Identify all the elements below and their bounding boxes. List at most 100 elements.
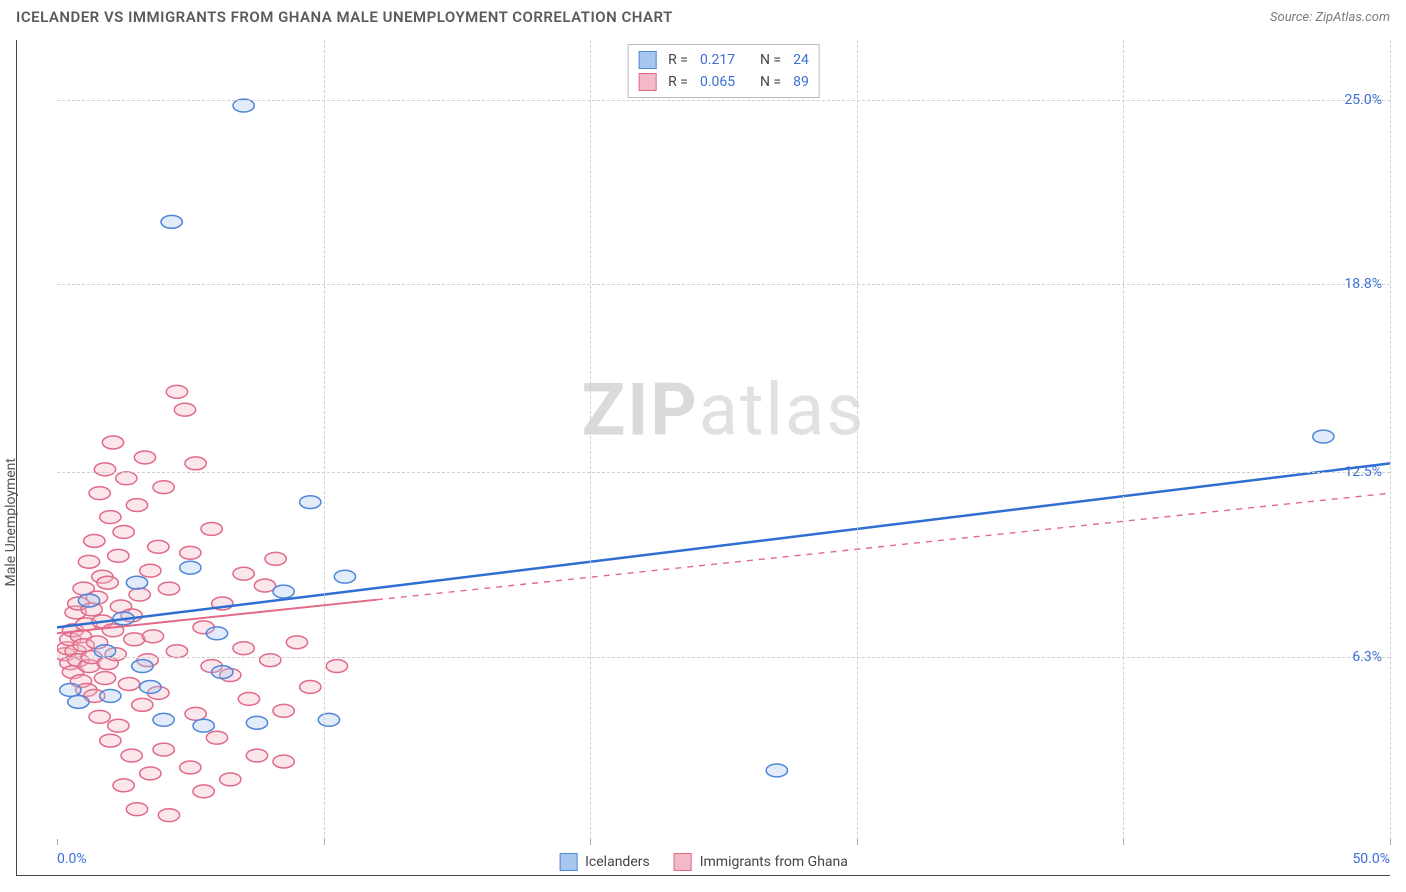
ghana-point — [118, 678, 139, 691]
icelanders-point — [212, 666, 233, 679]
x-tick — [57, 839, 58, 845]
legend-n-value: 24 — [793, 49, 809, 71]
ghana-point — [89, 710, 110, 723]
ghana-point — [326, 660, 347, 673]
icelanders-point — [193, 719, 214, 732]
icelanders-point — [132, 660, 153, 673]
y-tick-label: 25.0% — [1344, 92, 1382, 108]
legend-swatch — [559, 853, 577, 871]
legend-n-value: 89 — [793, 71, 809, 93]
icelanders-point — [180, 561, 201, 574]
ghana-point — [94, 463, 115, 476]
icelanders-point — [233, 99, 254, 112]
legend-r-label: R = — [668, 71, 688, 93]
ghana-point — [124, 633, 145, 646]
ghana-point — [273, 704, 294, 717]
icelanders-point — [78, 594, 99, 607]
icelanders-point — [153, 713, 174, 726]
ghana-point — [238, 692, 259, 705]
correlation-legend: R =0.217N =24R =0.065N =89 — [627, 44, 820, 98]
ghana-point — [113, 779, 134, 792]
icelanders-point — [766, 764, 787, 777]
x-tick — [1390, 839, 1391, 845]
y-tick-label: 18.8% — [1344, 276, 1382, 292]
ghana-point — [116, 472, 137, 485]
y-tick-label: 12.5% — [1344, 464, 1382, 480]
ghana-point — [97, 576, 118, 589]
icelanders-point — [1313, 430, 1334, 443]
legend-r-label: R = — [668, 49, 688, 71]
ghana-point — [286, 636, 307, 649]
ghana-point — [140, 767, 161, 780]
ghana-point — [142, 630, 163, 643]
ghana-point — [113, 526, 134, 539]
ghana-point — [180, 546, 201, 559]
icelanders-point — [161, 215, 182, 228]
gridline-v — [324, 40, 325, 845]
ghana-point — [126, 499, 147, 512]
gridline-v — [590, 40, 591, 845]
ghana-point — [100, 511, 121, 524]
legend-series-label: Icelanders — [585, 854, 650, 870]
legend-item-ghana: Immigrants from Ghana — [674, 853, 848, 871]
chart-container: Male Unemployment ZIPatlas R =0.217N =24… — [16, 40, 1390, 876]
legend-n-label: N = — [760, 49, 781, 71]
legend-n-label: N = — [760, 71, 781, 93]
ghana-point — [158, 809, 179, 822]
ghana-point — [174, 403, 195, 416]
icelanders-point — [68, 695, 89, 708]
scatter-svg — [57, 40, 1390, 845]
icelanders-point — [94, 645, 115, 658]
ghana-point — [185, 457, 206, 470]
gridline-h — [57, 100, 1390, 101]
ghana-point — [148, 540, 169, 553]
ghana-point — [206, 731, 227, 744]
ghana-point — [102, 436, 123, 449]
ghana-point — [201, 523, 222, 536]
ghana-point — [129, 588, 150, 601]
ghana-point — [273, 755, 294, 768]
ghana-point — [121, 749, 142, 762]
ghana-point — [134, 451, 155, 464]
legend-item-icelanders: Icelanders — [559, 853, 650, 871]
ghana-point — [153, 481, 174, 494]
ghana-point — [246, 749, 267, 762]
plot-area: ZIPatlas R =0.217N =24R =0.065N =89 6.3%… — [57, 40, 1390, 845]
x-tick-label: 50.0% — [1352, 851, 1390, 867]
x-tick — [590, 839, 591, 845]
ghana-point — [84, 534, 105, 547]
legend-swatch — [638, 51, 656, 69]
ghana-point — [166, 645, 187, 658]
y-axis-label: Male Unemployment — [3, 458, 19, 586]
ghana-point — [185, 707, 206, 720]
ghana-point — [265, 552, 286, 565]
gridline-v — [1123, 40, 1124, 845]
icelanders-trendline — [57, 463, 1390, 627]
icelanders-point — [140, 681, 161, 694]
ghana-point — [193, 785, 214, 798]
ghana-point — [78, 555, 99, 568]
x-tick — [324, 839, 325, 845]
ghana-point — [233, 567, 254, 580]
chart-title: ICELANDER VS IMMIGRANTS FROM GHANA MALE … — [16, 8, 673, 26]
icelanders-point — [273, 585, 294, 598]
ghana-point — [260, 654, 281, 667]
icelanders-point — [126, 576, 147, 589]
ghana-point — [132, 698, 153, 711]
legend-r-value: 0.217 — [700, 49, 748, 71]
ghana-point — [126, 803, 147, 816]
ghana-point — [158, 582, 179, 595]
ghana-point — [180, 761, 201, 774]
gridline-v — [857, 40, 858, 845]
icelanders-point — [300, 496, 321, 509]
ghana-point — [89, 487, 110, 500]
ghana-point — [220, 773, 241, 786]
legend-series-label: Immigrants from Ghana — [700, 854, 848, 870]
ghana-point — [140, 564, 161, 577]
icelanders-point — [334, 570, 355, 583]
gridline-h — [57, 657, 1390, 658]
x-tick — [857, 839, 858, 845]
gridline-v — [1390, 40, 1391, 845]
legend-row-icelanders: R = 0.217 N = 24 — [638, 49, 809, 71]
ghana-point — [300, 681, 321, 694]
